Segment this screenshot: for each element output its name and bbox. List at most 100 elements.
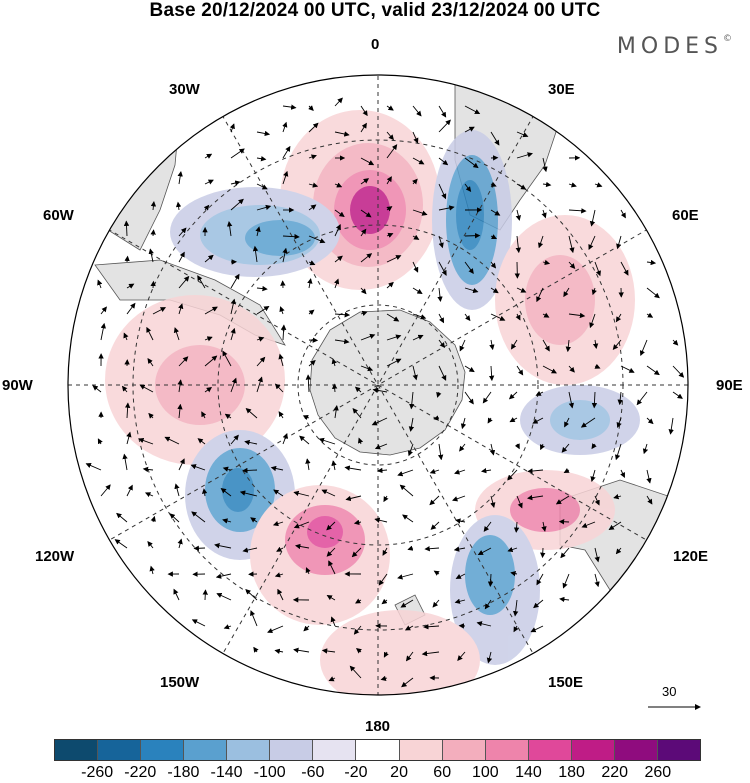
wind-arrow-icon	[512, 599, 519, 617]
wind-arrow-icon	[331, 358, 337, 367]
wind-arrow-icon	[562, 573, 570, 589]
wind-arrow-icon	[245, 588, 258, 601]
wind-arrow-icon	[460, 417, 467, 430]
wind-arrow-icon	[326, 521, 336, 531]
wind-arrow-icon	[220, 488, 232, 497]
wind-arrow-icon	[353, 625, 362, 635]
wind-arrow-icon	[486, 651, 493, 664]
wind-arrow-icon	[438, 105, 447, 118]
wind-arrow-icon	[490, 131, 500, 146]
wind-arrow-icon	[203, 204, 210, 211]
wind-arrow-icon	[490, 234, 498, 240]
wind-arrow-icon	[490, 261, 497, 269]
wind-arrow-icon	[386, 313, 400, 322]
wind-arrow-icon	[360, 122, 367, 133]
wind-arrow-icon	[490, 495, 496, 508]
wind-arrow-icon	[360, 287, 367, 295]
wind-arrow-icon	[256, 130, 271, 137]
wind-arrow-icon	[242, 467, 258, 474]
colorbar-tick-label: -260	[81, 764, 114, 781]
wind-arrow-icon	[308, 154, 317, 160]
anomaly-neg-20ec	[456, 180, 484, 250]
wind-arrow-icon	[455, 518, 466, 524]
wind-arrow-icon	[515, 209, 521, 221]
wind-arrow-icon	[438, 205, 455, 211]
lon-label-90e: 90E	[716, 377, 743, 394]
wind-arrow-icon	[204, 336, 213, 342]
wind-arrow-icon	[513, 625, 519, 633]
wind-arrow-icon	[148, 412, 154, 419]
wind-arrow-icon	[345, 495, 362, 502]
reference-vector-label: 30	[662, 684, 677, 699]
wind-arrow-icon	[142, 466, 154, 473]
wind-arrow-icon	[591, 287, 597, 296]
wind-arrow-icon	[527, 468, 544, 474]
colorbar-tick-label: -60	[301, 764, 325, 781]
wind-arrow-icon	[378, 573, 388, 586]
wind-arrow-icon	[594, 261, 601, 277]
wind-arrow-icon	[360, 157, 375, 166]
wind-arrow-icon	[412, 287, 423, 294]
wind-arrow-icon	[351, 547, 362, 558]
wind-arrow-icon	[267, 625, 284, 634]
wind-arrow-icon	[334, 255, 343, 263]
wind-arrow-icon	[515, 235, 521, 254]
wind-arrow-icon	[354, 386, 362, 393]
wind-arrow-icon	[204, 254, 214, 263]
wind-arrow-icon	[386, 144, 398, 159]
wind-arrow-icon	[464, 183, 472, 193]
wind-arrow-icon	[230, 434, 239, 445]
wind-arrow-icon	[542, 181, 552, 188]
wind-arrow-icon	[178, 275, 190, 289]
wind-arrow-icon	[542, 312, 550, 318]
wind-arrow-icon	[178, 251, 185, 263]
wind-arrow-icon	[516, 365, 524, 376]
colorbar-swatch	[571, 740, 615, 760]
wind-arrow-icon	[646, 259, 657, 266]
wind-arrow-icon	[464, 126, 475, 133]
wind-arrow-icon	[532, 417, 544, 424]
wind-arrow-icon	[438, 339, 446, 349]
wind-arrow-icon	[617, 391, 623, 406]
wind-arrow-icon	[464, 391, 474, 405]
colorbar-swatch	[399, 740, 443, 760]
wind-arrow-icon	[484, 599, 492, 610]
wind-arrow-icon	[124, 402, 131, 419]
wind-arrow-icon	[197, 438, 206, 445]
wind-arrow-icon	[386, 206, 393, 212]
wind-arrow-icon	[308, 235, 326, 244]
wind-arrow-icon	[397, 469, 414, 477]
wind-arrow-icon	[126, 484, 133, 497]
wind-arrow-icon	[282, 145, 291, 159]
wind-arrow-icon	[433, 415, 440, 421]
anomaly-pos-0d	[350, 186, 390, 234]
wind-arrow-icon	[256, 336, 265, 342]
wind-arrow-icon	[191, 619, 206, 627]
wind-arrow-icon	[204, 153, 213, 159]
wind-arrow-icon	[672, 391, 683, 399]
wind-arrow-icon	[639, 339, 648, 357]
wind-arrow-icon	[278, 353, 284, 367]
wind-arrow-icon	[308, 360, 316, 367]
wind-arrow-icon	[357, 437, 364, 445]
lon-label-30w: 30W	[169, 81, 200, 98]
wind-arrow-icon	[423, 624, 440, 630]
wind-arrow-icon	[191, 511, 206, 523]
anomaly-pos-110eb	[510, 488, 580, 532]
wind-arrow-icon	[230, 298, 236, 315]
lon-label-0: 0	[371, 36, 380, 53]
wind-arrow-icon	[453, 546, 466, 552]
wind-arrow-icon	[542, 157, 548, 173]
modes-logo: MODES©	[617, 34, 732, 59]
wind-arrow-icon	[558, 519, 570, 525]
lon-label-60w: 60W	[43, 207, 74, 224]
wind-arrow-icon	[487, 417, 493, 424]
wind-arrow-icon	[539, 443, 545, 451]
wind-arrow-icon	[646, 469, 652, 484]
wind-arrow-icon	[144, 492, 154, 498]
wind-arrow-icon	[334, 278, 340, 289]
wind-vectors	[85, 97, 685, 688]
wind-arrow-icon	[615, 547, 622, 555]
wind-arrow-icon	[138, 437, 154, 445]
